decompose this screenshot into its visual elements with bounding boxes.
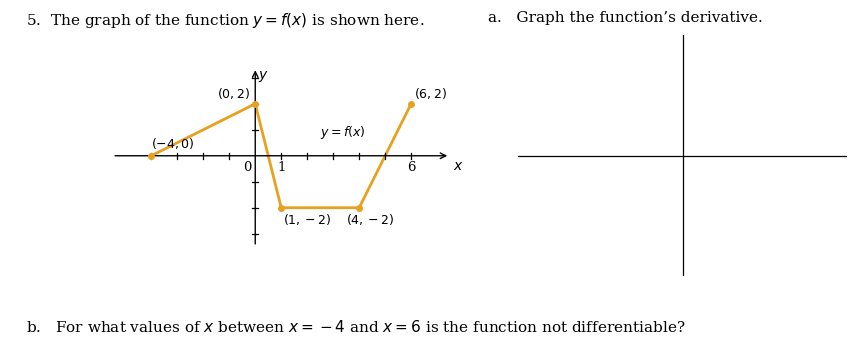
Text: b.   For what values of $x$ between $x = -4$ and $x = 6$ is the function not dif: b. For what values of $x$ between $x = -… [26,319,685,335]
Text: $y$: $y$ [258,69,269,84]
Text: $(1, -2)$: $(1, -2)$ [283,212,331,227]
Text: 5.  The graph of the function $y = f(x)$ is shown here.: 5. The graph of the function $y = f(x)$ … [26,11,424,30]
Text: $(0, 2)$: $(0, 2)$ [217,86,250,101]
Text: 1: 1 [277,161,285,175]
Text: a.   Graph the function’s derivative.: a. Graph the function’s derivative. [488,11,763,25]
Text: $x$: $x$ [453,159,463,173]
Text: $y = f(x)$: $y = f(x)$ [321,125,365,142]
Text: 0: 0 [243,161,251,175]
Text: 6: 6 [407,161,416,175]
Text: $(6, 2)$: $(6, 2)$ [414,86,447,101]
Text: $(4, -2)$: $(4, -2)$ [346,212,395,227]
Text: $(-4, 0)$: $(-4, 0)$ [151,136,194,151]
